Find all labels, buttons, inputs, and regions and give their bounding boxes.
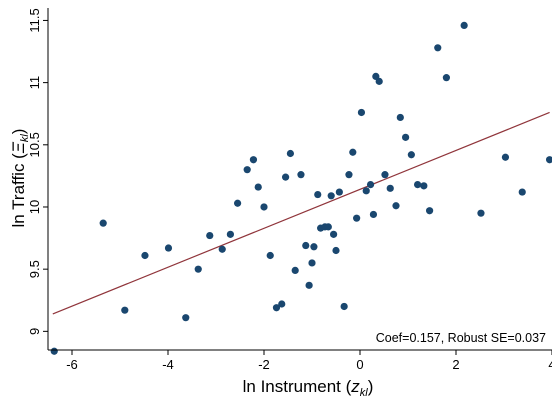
data-point	[366, 180, 375, 189]
y-tick-label: 9	[27, 328, 42, 335]
data-point	[501, 153, 510, 161]
data-point	[243, 166, 251, 174]
axes-layer: -6 -4 -2 0 2 4 9 9.5 10 10.5 11 11.5	[27, 8, 552, 372]
y-tick-label: 11	[27, 76, 42, 90]
data-point	[99, 219, 107, 227]
data-point	[226, 230, 234, 238]
data-point	[353, 214, 361, 222]
data-point	[272, 304, 281, 312]
data-point	[164, 244, 173, 252]
data-point	[442, 74, 450, 82]
data-point	[386, 184, 394, 192]
y-axis-label-sub: kl	[19, 134, 31, 143]
y-axis-label: ln Traffic (Ξkl)	[9, 129, 31, 228]
x-axis-label: ln Instrument (zkl)	[243, 377, 374, 399]
data-point	[305, 281, 313, 289]
annotation-text: Coef=0.157, Robust SE=0.037	[376, 331, 546, 345]
data-point	[369, 210, 378, 219]
y-axis-label-close: )	[9, 129, 28, 135]
data-point	[362, 187, 370, 195]
data-point	[396, 113, 404, 122]
x-axis-label-text: ln Instrument (	[243, 377, 352, 396]
data-point	[392, 202, 400, 210]
data-point	[218, 245, 226, 253]
data-point	[282, 173, 290, 181]
data-point	[310, 243, 318, 251]
data-point	[254, 183, 262, 191]
data-point	[194, 265, 202, 273]
data-point	[260, 203, 268, 211]
data-point	[308, 259, 316, 267]
data-point	[121, 306, 129, 314]
data-point	[345, 171, 353, 179]
data-point	[182, 314, 190, 322]
data-point	[332, 246, 340, 255]
data-point	[426, 207, 434, 215]
data-point	[278, 300, 286, 308]
data-point	[141, 251, 149, 260]
data-point	[327, 192, 335, 200]
x-tick-label: -4	[162, 357, 174, 372]
data-point	[297, 171, 305, 179]
data-point	[477, 209, 485, 217]
data-point	[434, 44, 442, 52]
data-point	[546, 156, 552, 164]
x-tick-label: -2	[258, 357, 270, 372]
data-point	[302, 241, 310, 250]
data-point	[349, 148, 357, 156]
y-axis-label-text: ln Traffic (	[9, 153, 28, 228]
data-point	[206, 231, 214, 240]
data-point	[291, 266, 299, 275]
data-point	[249, 156, 258, 164]
data-point	[340, 302, 348, 311]
data-point	[335, 188, 343, 196]
data-point	[414, 180, 422, 189]
data-point	[460, 21, 468, 30]
x-axis-label-sub: kl	[360, 387, 369, 399]
data-point	[357, 108, 366, 117]
x-tick-label: 4	[548, 357, 552, 372]
y-axis-label-var: Ξ	[9, 141, 28, 154]
fit-line	[52, 111, 550, 315]
data-point	[324, 223, 332, 231]
x-axis-label-close: )	[368, 377, 374, 396]
y-tick-label: 9.5	[27, 260, 42, 278]
x-tick-label: 2	[452, 357, 459, 372]
data-point	[266, 251, 274, 260]
x-axis-label-var: z	[350, 377, 360, 396]
data-point	[375, 77, 383, 85]
data-point	[402, 133, 410, 141]
data-point	[407, 151, 415, 159]
y-tick-label: 10.5	[27, 132, 42, 157]
data-point	[518, 188, 526, 196]
y-tick-label: 10	[27, 200, 42, 214]
data-point	[420, 182, 428, 190]
data-point	[50, 347, 58, 355]
x-tick-label: 0	[356, 357, 363, 372]
data-point	[286, 149, 294, 158]
data-point	[234, 199, 242, 207]
data-point	[314, 190, 322, 199]
fit-line-layer	[52, 111, 550, 315]
points-layer	[50, 21, 552, 355]
y-tick-label: 11.5	[27, 8, 42, 32]
data-point	[330, 230, 338, 238]
data-point	[381, 171, 389, 179]
x-tick-label: -6	[66, 357, 78, 372]
